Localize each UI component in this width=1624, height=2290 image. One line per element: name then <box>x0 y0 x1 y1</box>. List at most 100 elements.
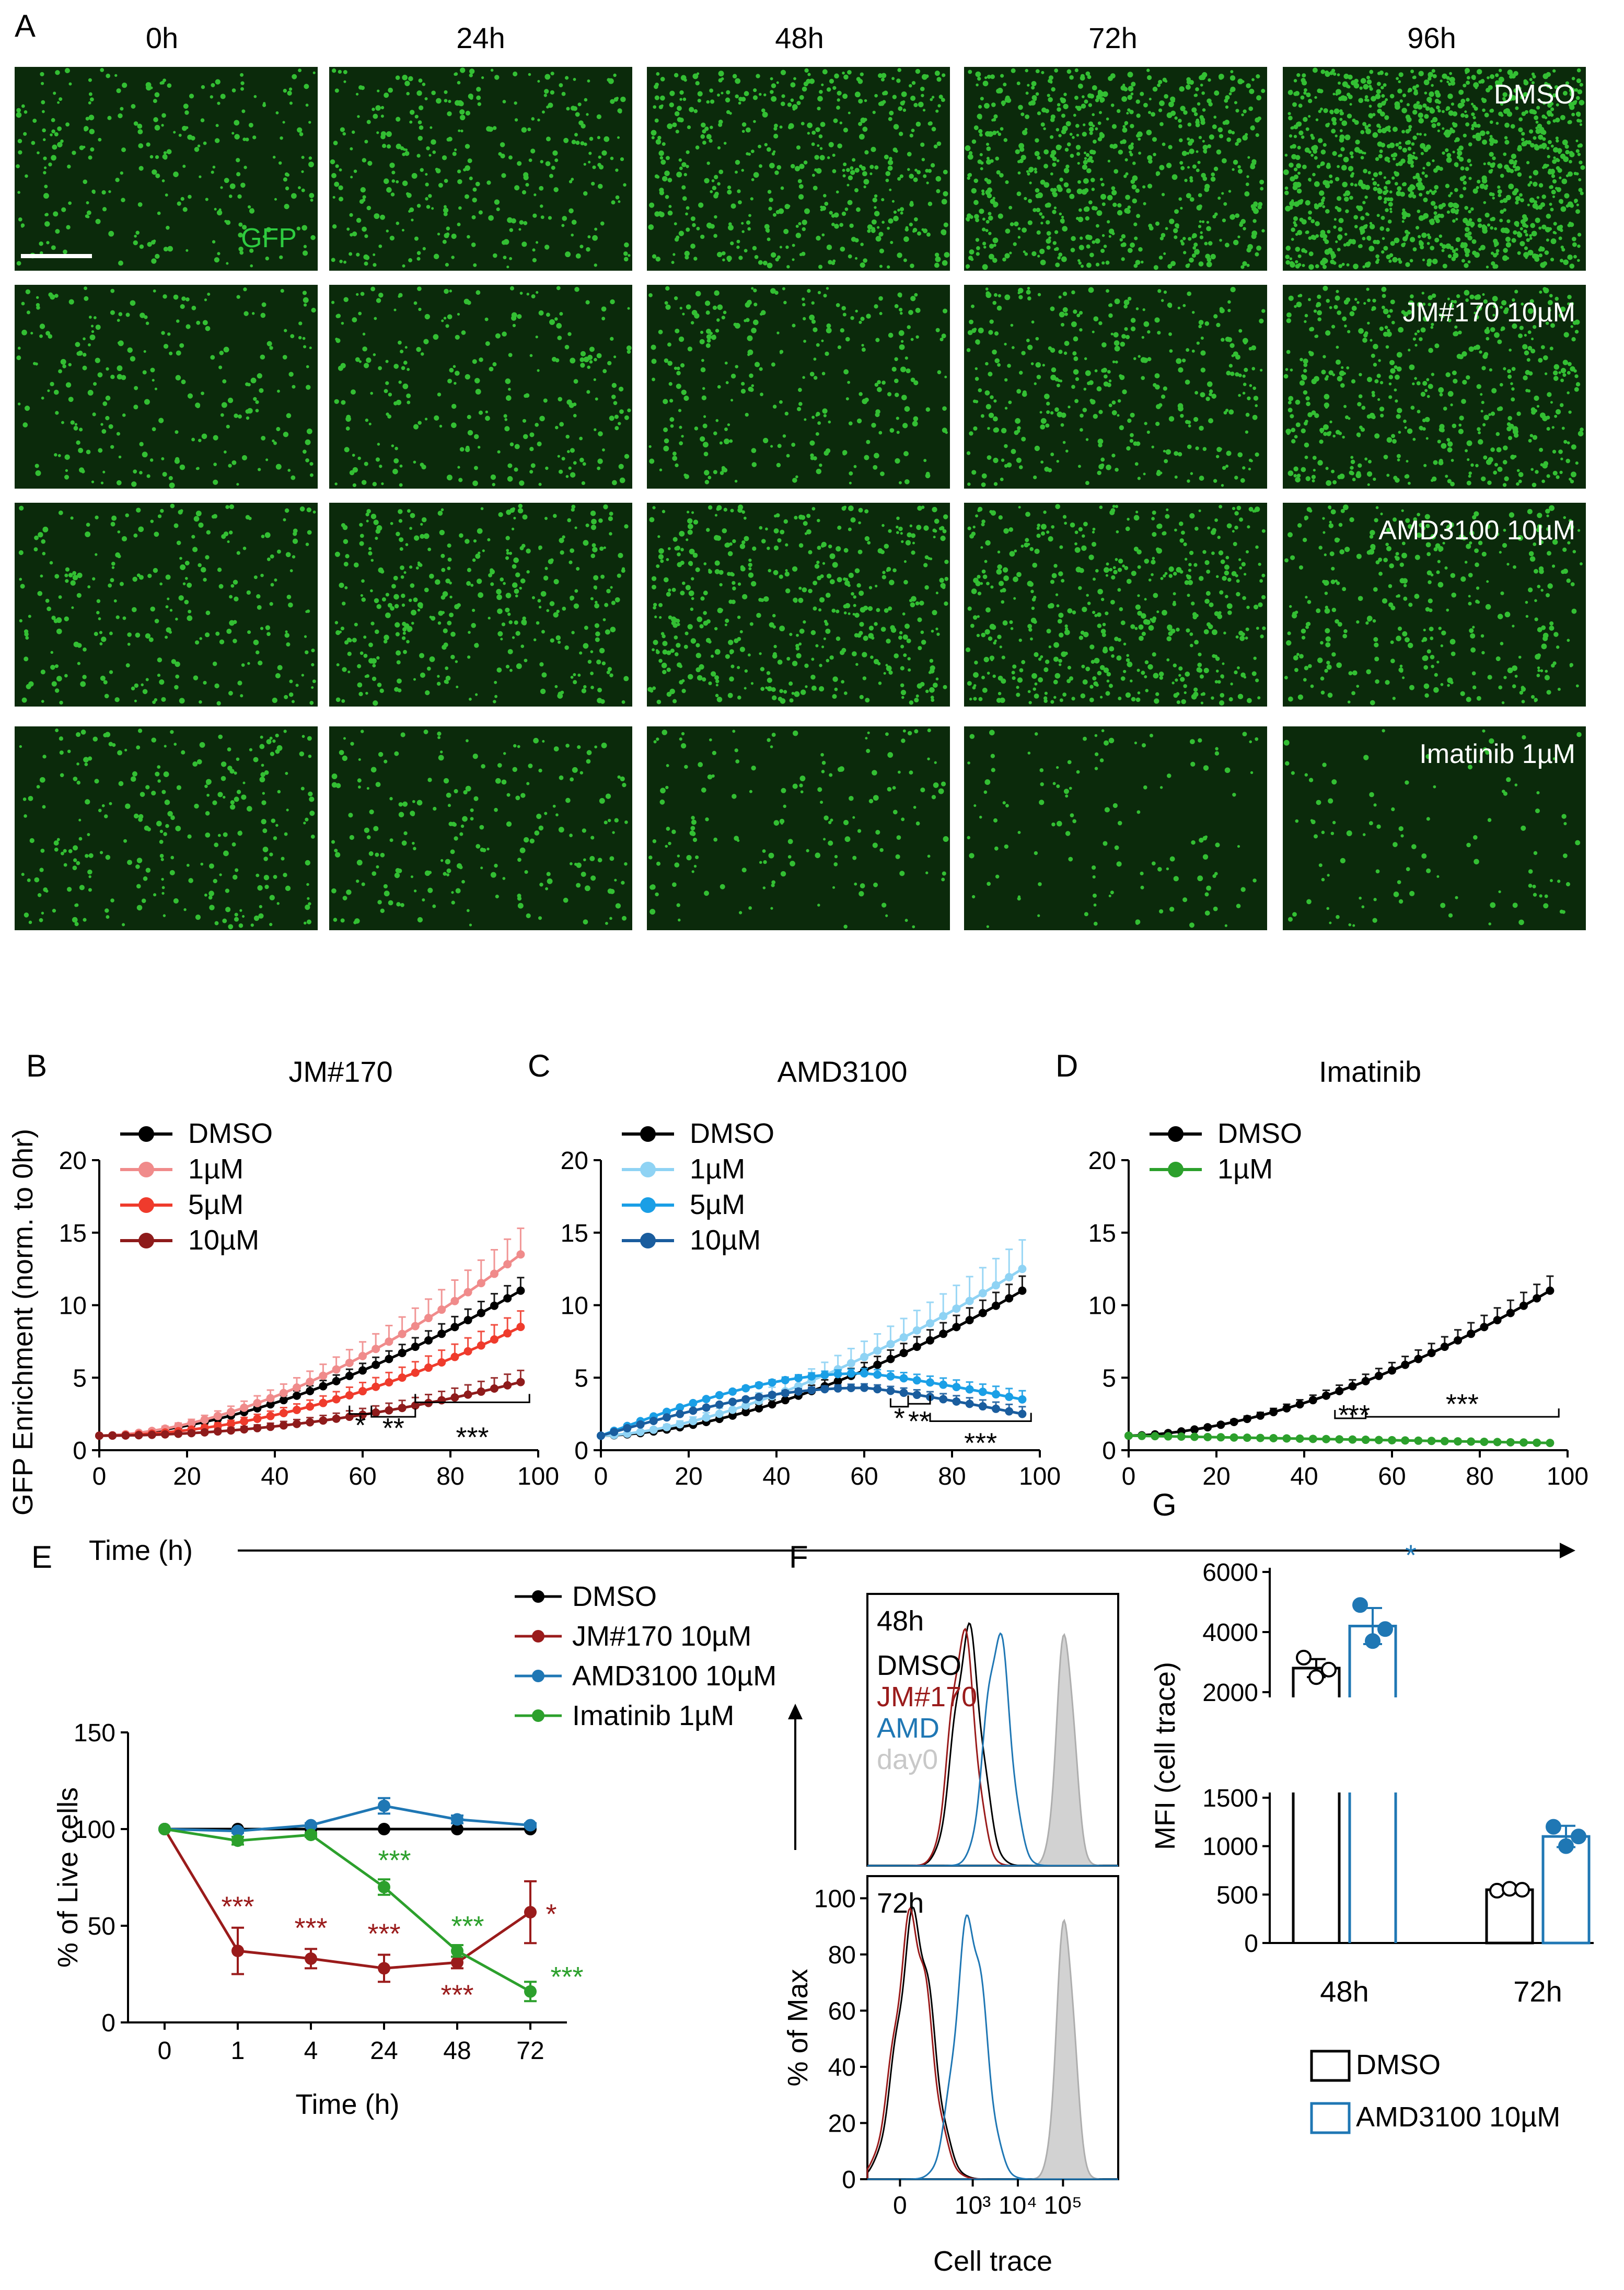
data-point <box>939 1329 948 1338</box>
tile-r3-c2 <box>647 726 950 930</box>
data-point <box>886 1386 895 1395</box>
gfp-cells <box>648 68 950 269</box>
data-point <box>886 1355 895 1363</box>
series-Imatinib 1µM <box>158 1823 537 2003</box>
data-point <box>1352 1597 1368 1613</box>
x-tick-label: 60 <box>850 1463 878 1490</box>
data-point <box>1269 1434 1278 1443</box>
data-point <box>266 1394 275 1403</box>
data-point <box>1348 1435 1357 1444</box>
data-point <box>807 1386 816 1395</box>
data-point <box>1203 1423 1212 1432</box>
legend-label: JM#170 10µM <box>572 1621 751 1652</box>
tile-background <box>1283 285 1586 489</box>
panel-b-jm170-growth-chart: B JM#170 0 20 40 60 80 100 0 5 10 15 20 DMSO 1µM 5µM 10µ… <box>7 1048 559 1516</box>
x-tick-label: 80 <box>938 1463 966 1490</box>
data-point <box>372 1360 380 1369</box>
data-point <box>992 1301 1000 1310</box>
data-point <box>231 1824 244 1837</box>
data-point <box>1377 1621 1393 1637</box>
data-point <box>411 1368 420 1377</box>
y-tick-label: 1000 <box>1202 1833 1258 1861</box>
legend-swatch-marker <box>640 1126 656 1142</box>
data-point <box>1454 1336 1462 1345</box>
series-10µM <box>597 1383 1027 1440</box>
significance-label: * <box>1338 1400 1349 1431</box>
data-point <box>1493 1438 1502 1447</box>
bar-DMSO-48h <box>1292 1649 1341 1943</box>
x-tick-label: 0 <box>158 2037 172 2065</box>
data-point <box>1335 1386 1344 1395</box>
data-point <box>424 1363 433 1372</box>
x-tick-label: 60 <box>349 1463 376 1490</box>
data-point <box>1467 1437 1476 1446</box>
legend-swatch <box>1310 2050 1351 2082</box>
legend-swatch-marker <box>640 1197 656 1213</box>
data-point <box>833 1384 842 1393</box>
legend-label: DMSO <box>690 1118 774 1149</box>
y-tick-label: 50 <box>88 1913 115 1940</box>
data-point <box>1321 1661 1337 1678</box>
tile-r0-c1 <box>329 67 632 271</box>
bar-AMD3100 10µM-72h <box>1541 1819 1591 1945</box>
data-point <box>899 1389 908 1397</box>
x-tick-label: 80 <box>436 1463 464 1490</box>
data-point <box>385 1378 393 1387</box>
data-point <box>450 1323 459 1332</box>
y-tick-label: 0 <box>101 2009 115 2037</box>
data-point <box>768 1378 776 1387</box>
tile-r1-c3 <box>964 285 1267 489</box>
data-point <box>689 1406 698 1415</box>
data-point <box>794 1387 803 1396</box>
data-point <box>992 1404 1000 1413</box>
data-point <box>490 1335 498 1344</box>
microscopy-tiles: GFP DMSO JM#170 10µM AMD3100 10µM Imatinib 1… <box>15 67 1586 930</box>
data-point <box>477 1279 485 1288</box>
data-point <box>952 1304 961 1313</box>
x-axis-label: Time (h) <box>296 2089 400 2120</box>
significance-label: *** <box>294 1912 327 1944</box>
histogram-AMD <box>867 1632 1118 1867</box>
x-tick-label: 1 <box>231 2037 245 2065</box>
x-category-label: 72h <box>1513 1975 1562 2008</box>
data-point <box>411 1401 420 1410</box>
data-point <box>886 1340 895 1349</box>
data-point <box>319 1416 328 1425</box>
data-point <box>279 1396 288 1405</box>
data-point <box>450 1297 459 1305</box>
x-tick-label: 20 <box>675 1463 702 1490</box>
bar-outline <box>1485 1888 1534 1945</box>
data-point <box>398 1373 407 1382</box>
data-point <box>306 1418 315 1427</box>
legend-swatch-marker <box>138 1197 154 1213</box>
data-point <box>755 1381 763 1390</box>
legend-label: 1µM <box>690 1153 745 1185</box>
data-point <box>873 1385 882 1394</box>
tile-background <box>329 67 632 271</box>
significance-label: *** <box>964 1428 997 1459</box>
tile-r0-c4: DMSO <box>1283 67 1586 271</box>
data-point <box>279 1408 288 1417</box>
data-point <box>450 1352 459 1361</box>
data-point <box>450 1393 459 1402</box>
data-point <box>1388 1436 1396 1444</box>
y-tick-label: 20 <box>1088 1147 1116 1175</box>
data-point <box>860 1352 868 1361</box>
legend-swatch-marker <box>532 1590 544 1603</box>
tile-background <box>964 285 1267 489</box>
y-axis-label: % of Max <box>782 1969 814 2086</box>
data-point <box>1348 1382 1357 1391</box>
significance-label: * <box>355 1410 366 1441</box>
tile-r2-c0 <box>15 503 318 707</box>
data-point <box>437 1358 446 1367</box>
data-point <box>463 1316 472 1325</box>
tile-r3-c4: Imatinib 1µM <box>1283 726 1586 930</box>
data-point <box>978 1402 987 1411</box>
legend-label: 10µM <box>690 1224 761 1256</box>
data-point <box>676 1420 685 1429</box>
legend-swatch-marker <box>532 1670 544 1682</box>
data-point <box>319 1371 328 1380</box>
data-point <box>463 1390 472 1399</box>
data-point <box>490 1269 498 1278</box>
legend-label: 1µM <box>1217 1153 1273 1185</box>
